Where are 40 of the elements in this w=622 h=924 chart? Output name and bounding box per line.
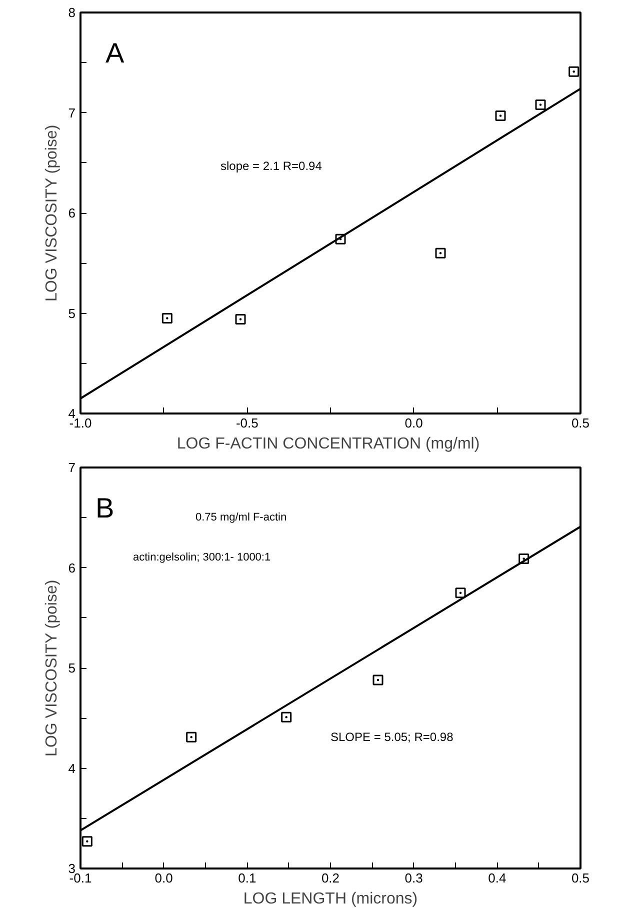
y-tick-label: 7: [68, 460, 76, 475]
annotation: A: [106, 38, 124, 69]
annotation: actin:gelsolin; 300:1- 1000:1: [133, 552, 271, 564]
point: [162, 313, 172, 324]
point: [235, 314, 246, 325]
x-tick-label: 0.5: [571, 416, 590, 430]
x-axis-title: LOG F-ACTIN CONCENTRATION (mg/ml): [176, 436, 480, 452]
annotation: slope = 2.1 R=0.94: [220, 158, 322, 173]
point: [455, 588, 466, 598]
point: [372, 674, 384, 686]
y-tick-label: 7: [68, 105, 76, 120]
point: [568, 66, 580, 77]
x-tick-label: 0.0: [404, 416, 423, 430]
x-tick-label: 0.4: [488, 870, 506, 886]
point: [535, 99, 546, 110]
point: [186, 732, 197, 742]
y-tick-label: 6: [68, 206, 76, 220]
x-tick-label: 0.1: [238, 870, 256, 886]
x-tick-label: 0.3: [404, 870, 423, 886]
x-tick-label: 0.5: [571, 870, 590, 886]
y-tick-label: 5: [68, 306, 76, 321]
point: [82, 836, 92, 847]
x-axis-title: LOG LENGTH (microns): [243, 890, 418, 908]
y-tick-label: 6: [68, 560, 76, 576]
y-axis-title: LOG VISCOSITY (poise): [43, 580, 60, 756]
point: [495, 110, 506, 122]
y-tick-label: 4: [68, 760, 76, 776]
annotation: B: [96, 492, 114, 524]
y-tick-label: 3: [68, 861, 76, 876]
y-tick-label: 4: [68, 406, 76, 421]
y-axis-title: LOG VISCOSITY (poise): [43, 124, 60, 302]
x-tick-label: -0.5: [236, 416, 258, 430]
y-tick-label: 5: [68, 660, 76, 676]
annotation: 0.75 mg/ml F-actin: [196, 512, 287, 524]
annotation: SLOPE = 5.05; R=0.98: [330, 730, 454, 744]
point: [281, 712, 292, 722]
y-tick-label: 8: [68, 5, 76, 20]
point: [435, 248, 446, 258]
x-tick-label: 0.0: [154, 870, 173, 886]
x-tick-label: 0.2: [321, 870, 340, 886]
